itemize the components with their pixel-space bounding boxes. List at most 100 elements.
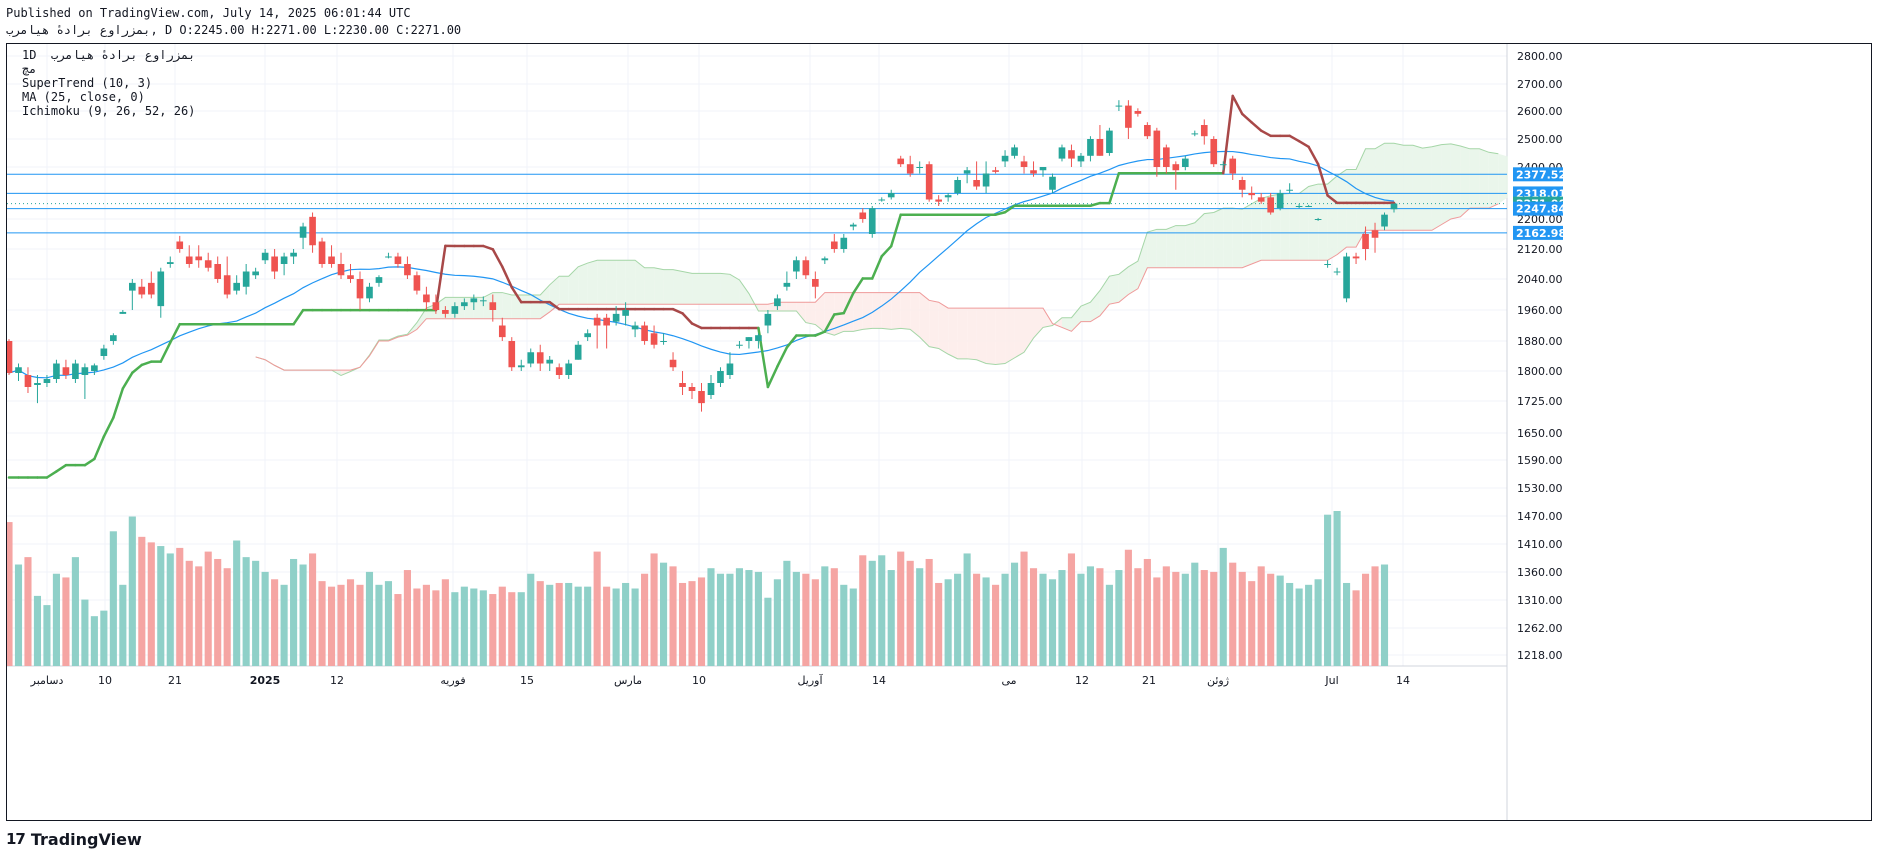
kumo-segment bbox=[1289, 193, 1300, 261]
kumo-segment bbox=[1033, 308, 1044, 339]
candle-body bbox=[299, 226, 307, 238]
volume-bar bbox=[954, 573, 962, 666]
time-tick-label: 14 bbox=[1396, 674, 1410, 687]
volume-bar bbox=[916, 568, 924, 666]
volume-bar bbox=[1371, 566, 1379, 666]
kumo-segment bbox=[568, 266, 579, 305]
candle-body bbox=[185, 256, 193, 264]
candle-body bbox=[992, 170, 999, 172]
candle-body bbox=[404, 264, 411, 276]
kumo-segment bbox=[976, 308, 987, 364]
price-axis: 2800.002700.002600.002500.002400.002320.… bbox=[1517, 50, 1563, 662]
candle-body bbox=[1286, 189, 1293, 191]
supertrend-segment bbox=[112, 387, 125, 419]
volume-bar bbox=[422, 584, 430, 666]
candle-body bbox=[72, 363, 79, 379]
kumo-segment bbox=[739, 279, 749, 305]
candle-body bbox=[15, 367, 22, 373]
candle-body bbox=[1134, 111, 1142, 114]
volume-bar bbox=[593, 551, 601, 666]
volume-bar bbox=[546, 584, 554, 666]
volume-bar bbox=[631, 588, 639, 666]
candle-body bbox=[603, 317, 610, 326]
candle-body bbox=[119, 311, 127, 314]
price-tick-label: 1262.00 bbox=[1517, 622, 1563, 635]
candle-body bbox=[479, 300, 487, 302]
volume-bar bbox=[309, 553, 317, 666]
kumo-segment bbox=[1204, 212, 1214, 268]
volume-bar bbox=[859, 555, 867, 666]
volume-bar bbox=[508, 592, 516, 666]
volume-bar bbox=[783, 560, 791, 666]
candle-body bbox=[1257, 197, 1265, 202]
kumo-segment bbox=[929, 300, 939, 349]
kumo-segment bbox=[483, 292, 493, 319]
candle-body bbox=[34, 383, 41, 385]
volume-bar bbox=[1352, 590, 1360, 666]
candle-body bbox=[62, 367, 70, 375]
kumo-segment bbox=[1194, 213, 1205, 268]
volume-bar bbox=[318, 581, 326, 666]
candle-body bbox=[555, 367, 563, 375]
volume-bar bbox=[1181, 573, 1189, 666]
kumo-segment bbox=[663, 269, 674, 305]
time-tick-label: می bbox=[1001, 674, 1016, 687]
candle-body bbox=[821, 258, 829, 261]
supertrend-segment bbox=[814, 330, 827, 337]
candle-body bbox=[280, 256, 288, 264]
supertrend-segment bbox=[852, 277, 865, 295]
volume-bar bbox=[195, 566, 203, 666]
candle-body bbox=[24, 375, 32, 387]
volume-bar bbox=[233, 540, 241, 666]
supertrend-segment bbox=[131, 363, 144, 374]
chart-frame[interactable]: 2800.002700.002600.002500.002400.002320.… bbox=[6, 43, 1872, 821]
kumo-segment bbox=[1356, 148, 1366, 248]
volume-bar bbox=[745, 570, 753, 666]
supertrend-segment bbox=[842, 291, 855, 315]
price-label-box bbox=[1513, 167, 1563, 182]
supertrend-segment bbox=[55, 463, 68, 473]
legend-ma[interactable]: MA (25, close, 0) bbox=[22, 90, 145, 104]
volume-bar bbox=[1361, 573, 1370, 666]
supertrend-segment bbox=[482, 244, 495, 251]
chart-canvas[interactable]: 2800.002700.002600.002500.002400.002320.… bbox=[7, 44, 1871, 820]
supertrend-segment bbox=[1250, 121, 1263, 132]
volume-bar bbox=[1010, 562, 1019, 666]
kumo-segment bbox=[1280, 193, 1290, 261]
kumo-segment bbox=[1223, 208, 1233, 268]
volume-bar bbox=[1276, 575, 1284, 666]
volume-bar bbox=[460, 586, 468, 666]
price-tick-label: 1360.00 bbox=[1517, 566, 1563, 579]
kumo-segment bbox=[1175, 225, 1186, 268]
legend-supertrend[interactable]: SuperTrend (10, 3) bbox=[22, 76, 153, 90]
kumo-segment bbox=[986, 308, 996, 365]
kumo-segment bbox=[1403, 145, 1413, 231]
candle-body bbox=[622, 310, 629, 316]
candle-body bbox=[650, 333, 658, 345]
volume-bar bbox=[935, 582, 943, 666]
kumo-segment bbox=[587, 260, 598, 305]
volume-bar bbox=[138, 536, 146, 666]
candle-body bbox=[1172, 164, 1180, 171]
price-tick-label: 2600.00 bbox=[1517, 105, 1563, 118]
kumo-segment bbox=[597, 260, 607, 305]
candle-body bbox=[641, 325, 648, 341]
candle-body bbox=[897, 158, 905, 165]
kumo-segment bbox=[673, 269, 683, 305]
legend-ichimoku[interactable]: Ichimoku (9, 26, 52, 26) bbox=[22, 104, 196, 118]
candle-body bbox=[1352, 256, 1360, 259]
candle-body bbox=[1371, 230, 1379, 238]
candle-body bbox=[451, 306, 459, 314]
volume-bar bbox=[1077, 573, 1085, 666]
candle-body bbox=[318, 241, 326, 264]
candle-body bbox=[935, 199, 942, 202]
tradingview-logo[interactable]: 17 TradingView bbox=[6, 828, 142, 850]
supertrend-segment bbox=[1221, 94, 1234, 175]
candle-body bbox=[517, 365, 525, 368]
candle-body bbox=[1068, 150, 1075, 159]
volume-bar bbox=[1058, 570, 1066, 666]
candle-body bbox=[290, 252, 297, 257]
price-tick-label: 1410.00 bbox=[1517, 538, 1563, 551]
kumo-segment bbox=[853, 292, 863, 332]
volume-bar bbox=[735, 568, 744, 666]
